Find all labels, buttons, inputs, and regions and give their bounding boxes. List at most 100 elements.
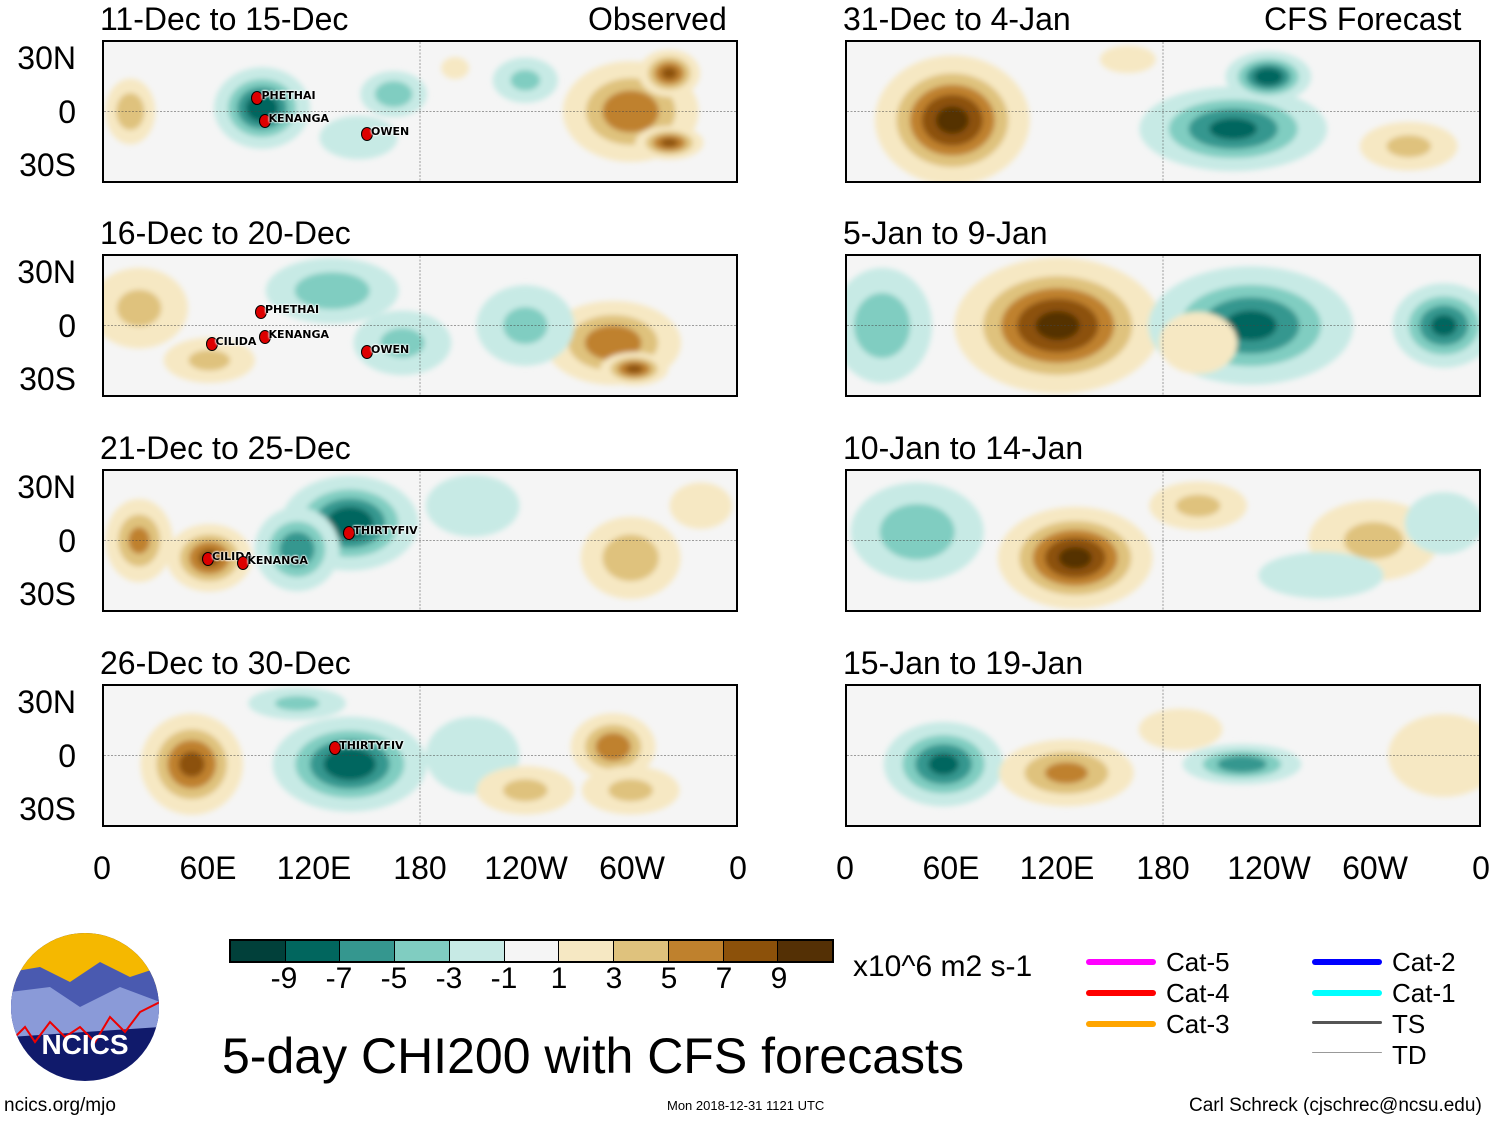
anomaly-contour xyxy=(374,81,413,108)
anomaly-contour xyxy=(1258,552,1384,599)
colorbar-tick-label: -1 xyxy=(490,962,518,995)
storm-label: KENANGA xyxy=(268,328,330,342)
panel-title: 21-Dec to 25-Dec xyxy=(100,430,351,466)
legend-label: Cat-3 xyxy=(1166,1009,1230,1039)
colorbar-swatch xyxy=(395,941,450,961)
anomaly-contour xyxy=(608,779,653,802)
legend-line-ts xyxy=(1312,1021,1382,1024)
storm-marker xyxy=(202,552,214,567)
ncics-logo: NCICS xyxy=(11,933,159,1081)
panel-title: 15-Jan to 19-Jan xyxy=(843,645,1084,681)
panel-title: 26-Dec to 30-Dec xyxy=(100,645,351,681)
lat-tick-label: 30N xyxy=(17,253,76,290)
lon-tick-label: 180 xyxy=(1136,850,1190,886)
anomaly-contour xyxy=(1138,708,1223,751)
anomaly-contour xyxy=(660,138,678,148)
anomaly-contour xyxy=(1386,135,1432,158)
lat-tick-label: 0 xyxy=(58,522,76,559)
colorbar-swatch xyxy=(504,941,560,961)
storm-label: PHETHAI xyxy=(265,303,320,317)
colorbar xyxy=(229,939,834,963)
legend-label: Cat-5 xyxy=(1166,947,1230,977)
storm-marker xyxy=(258,330,271,345)
lon-tick-label: 0 xyxy=(1472,850,1490,886)
storm-marker xyxy=(205,337,218,352)
anomaly-contour xyxy=(602,534,659,582)
anomaly-contour xyxy=(178,751,205,778)
colorbar-swatch xyxy=(559,941,615,961)
lat-tick-label: 0 xyxy=(58,307,76,344)
legend-line-cat-4 xyxy=(1086,990,1156,996)
storm-label: KENANGA xyxy=(268,112,330,126)
lon-tick-label: 60W xyxy=(1342,850,1408,886)
lon-tick-label: 60E xyxy=(179,850,237,886)
storm-marker xyxy=(251,91,264,106)
footer-author: Carl Schreck (cjschrec@ncsu.edu) xyxy=(1189,1095,1482,1116)
anomaly-contour xyxy=(116,289,162,327)
colorbar-tick-label: -3 xyxy=(435,962,463,995)
colorbar-swatch xyxy=(449,941,505,961)
lat-tick-label: 30S xyxy=(19,576,76,613)
anomaly-contour xyxy=(1388,714,1479,797)
anomaly-contour xyxy=(1404,492,1479,555)
legend-line-cat-1 xyxy=(1312,990,1382,996)
anomaly-contour xyxy=(669,482,733,529)
lon-tick-label: 60W xyxy=(599,850,665,886)
colorbar-tick-label: -7 xyxy=(325,962,353,995)
storm-label: THIRTYFIV xyxy=(353,523,418,537)
lon-tick-label: 0 xyxy=(836,850,854,886)
storm-marker xyxy=(255,305,267,320)
anomaly-contour xyxy=(279,531,315,567)
anomaly-contour xyxy=(510,69,541,91)
legend-label: TD xyxy=(1392,1040,1427,1070)
anomaly-contour xyxy=(595,732,631,761)
anomaly-contour xyxy=(1058,546,1092,569)
lat-tick-label: 30N xyxy=(17,683,76,720)
colorbar-swatch xyxy=(778,941,833,961)
anomaly-contour xyxy=(1159,311,1238,374)
anomaly-map-panel xyxy=(102,40,738,183)
lon-tick-label: 180 xyxy=(393,850,447,886)
anomaly-map-panel xyxy=(102,684,738,827)
colorbar-swatch xyxy=(231,941,286,961)
anomaly-contour xyxy=(1100,45,1156,74)
anomaly-contour xyxy=(274,696,320,711)
anomaly-contour xyxy=(1209,118,1258,140)
legend-line-cat-3 xyxy=(1086,1021,1156,1027)
lon-tick-label: 120W xyxy=(484,850,568,886)
lat-tick-label: 0 xyxy=(58,737,76,774)
footer-url: ncics.org/mjo xyxy=(4,1095,116,1116)
anomaly-contour xyxy=(584,325,642,361)
colorbar-swatch xyxy=(285,941,341,961)
colorbar-tick-label: 5 xyxy=(660,962,678,995)
storm-label: CILIDA xyxy=(215,335,257,349)
panel-title: 5-Jan to 9-Jan xyxy=(843,215,1048,251)
anomaly-map-panel xyxy=(102,469,738,612)
anomaly-contour xyxy=(1044,762,1088,784)
anomaly-contour xyxy=(294,272,370,310)
svg-text:NCICS: NCICS xyxy=(41,1029,128,1060)
colorbar-tick-label: -5 xyxy=(380,962,408,995)
panel-title: 31-Dec to 4-Jan xyxy=(843,1,1071,37)
anomaly-contour xyxy=(503,779,548,802)
colorbar-swatch xyxy=(340,941,396,961)
legend-line-td xyxy=(1312,1052,1382,1053)
colorbar-swatch xyxy=(614,941,669,961)
storm-marker xyxy=(237,555,250,570)
lat-tick-label: 30N xyxy=(17,39,76,76)
lat-tick-label: 0 xyxy=(58,93,76,130)
storm-label: KENANGA xyxy=(247,553,308,567)
anomaly-contour xyxy=(441,57,470,80)
lon-tick-label: 0 xyxy=(93,850,111,886)
anomaly-contour xyxy=(1253,68,1283,86)
lon-tick-label: 0 xyxy=(729,850,747,886)
legend-line-cat-2 xyxy=(1312,959,1382,965)
anomaly-map-panel xyxy=(845,469,1481,612)
lon-tick-label: 120E xyxy=(276,850,352,886)
lat-tick-label: 30S xyxy=(19,147,76,184)
colorbar-tick-label: 1 xyxy=(550,962,568,995)
lat-tick-label: 30S xyxy=(19,361,76,398)
anomaly-map-panel xyxy=(845,684,1481,827)
colorbar-tick-label: -9 xyxy=(270,962,298,995)
anomaly-contour xyxy=(1175,494,1221,517)
